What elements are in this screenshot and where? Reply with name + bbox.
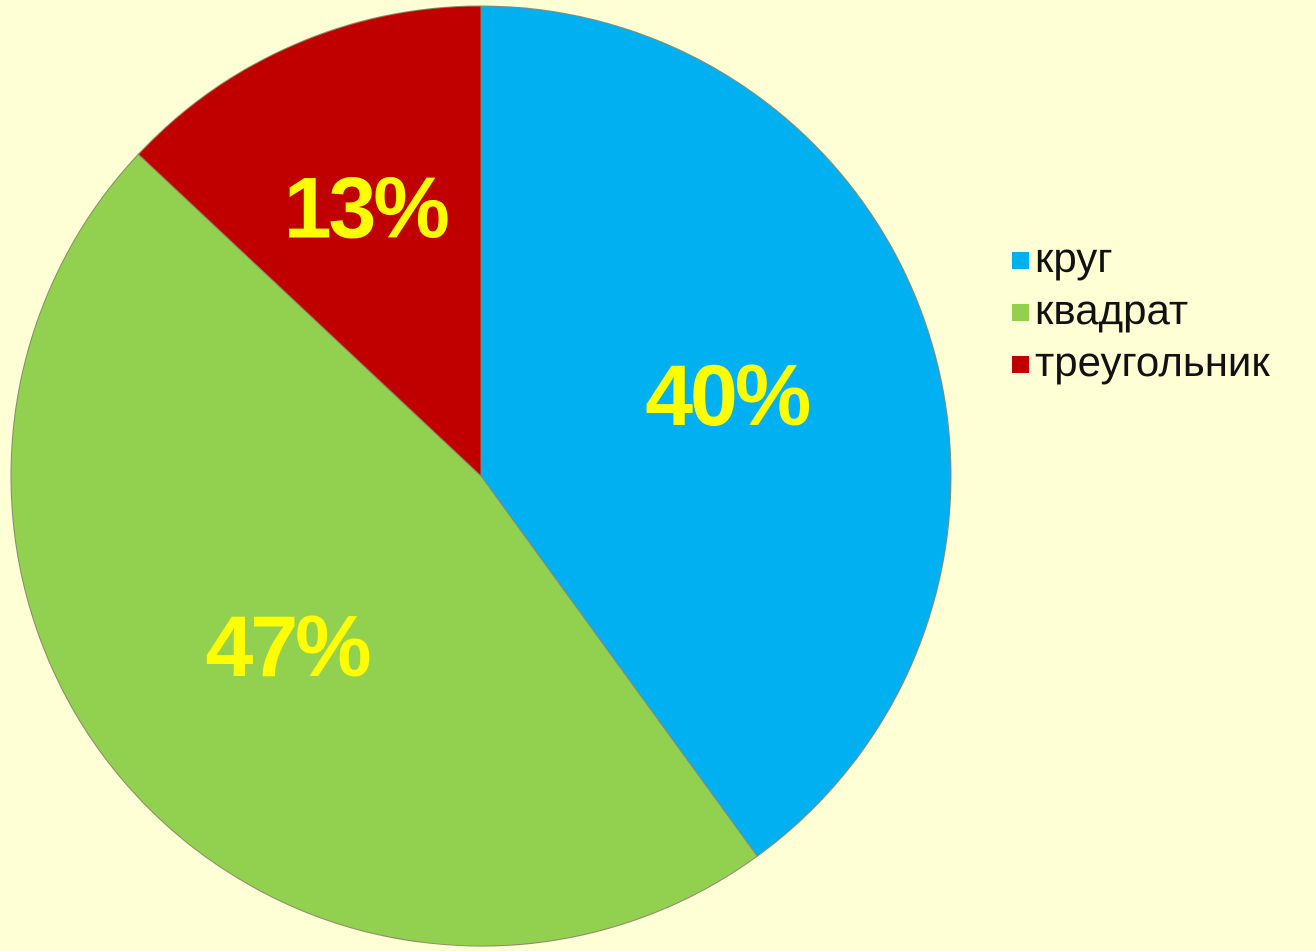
- slice-label-krug: 40%: [645, 348, 810, 444]
- legend-swatch-treugolnik: [1012, 355, 1029, 373]
- slice-label-kvadrat: 47%: [206, 599, 371, 695]
- legend-label-treugolnik: треугольник: [1035, 338, 1270, 385]
- legend-swatch-krug: [1012, 251, 1029, 269]
- legend-swatch-kvadrat: [1012, 303, 1029, 321]
- legend-item-treugolnik: треугольник: [1012, 336, 1270, 388]
- pie-slice-kvadrat: [10, 153, 758, 947]
- pie-slice-labels: 40% 47% 13%: [206, 161, 813, 695]
- legend-label-krug: круг: [1035, 234, 1113, 281]
- slice-label-treugolnik: 13%: [284, 161, 449, 257]
- legend-label-kvadrat: квадрат: [1035, 286, 1189, 333]
- pie-slice-krug: [480, 5, 952, 857]
- legend-item-krug: круг: [1012, 232, 1270, 284]
- legend-item-kvadrat: квадрат: [1012, 284, 1270, 336]
- legend: круг квадрат треугольник: [1012, 232, 1270, 388]
- pie-slices: [10, 5, 952, 947]
- pie-slice-treugolnik: [137, 5, 482, 478]
